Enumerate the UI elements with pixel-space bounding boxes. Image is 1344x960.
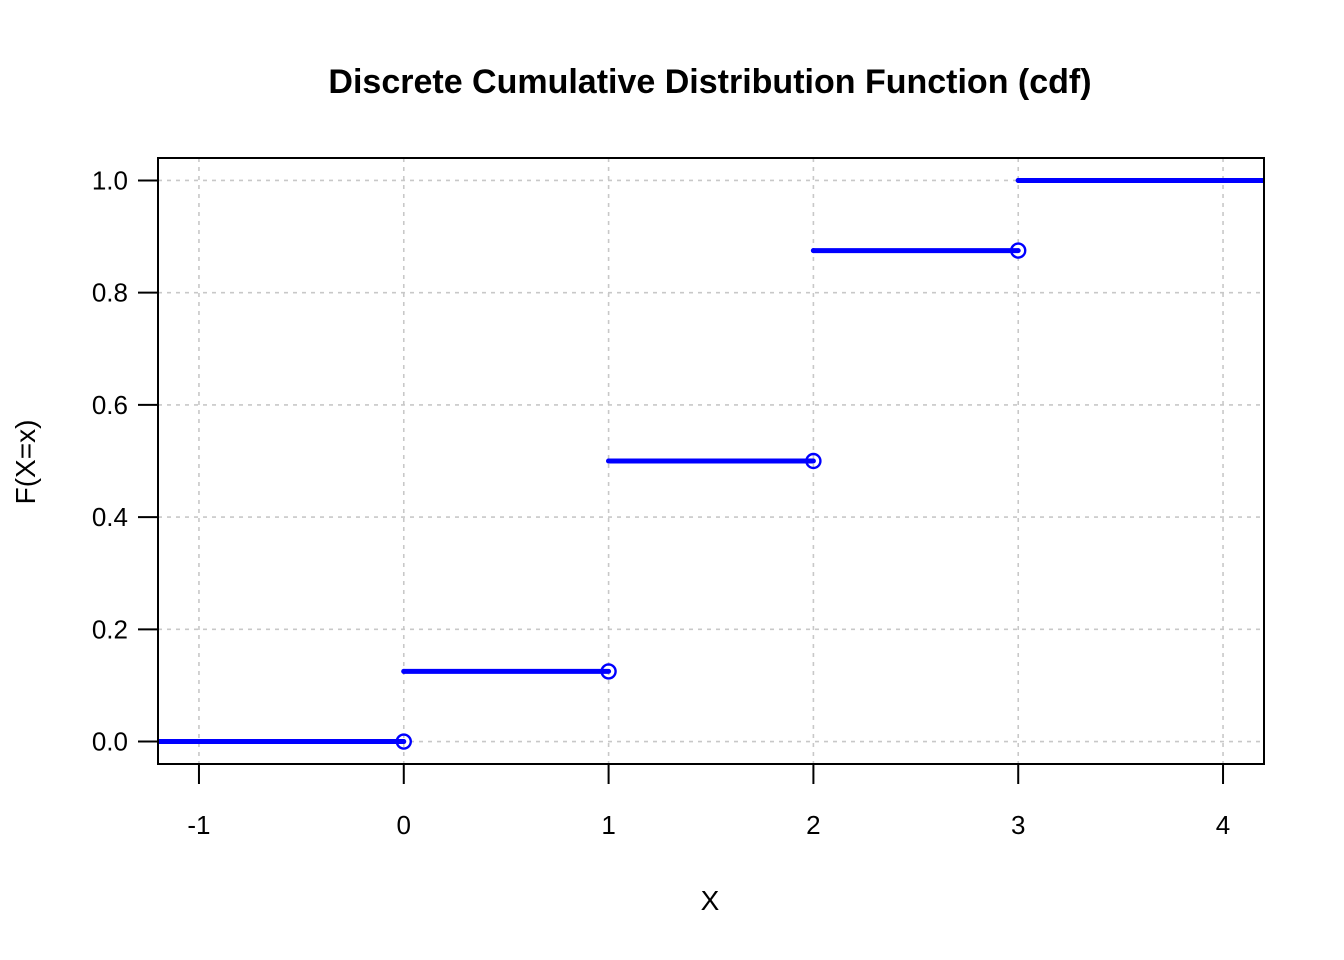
cdf-open-point (395, 733, 412, 750)
y-tick-label: 1.0 (92, 165, 128, 195)
cdf-closed-point (810, 248, 816, 254)
y-axis-label: F(X=x) (10, 420, 41, 505)
x-axis: -1 0 1 2 3 4 (187, 764, 1230, 840)
y-tick-label: 0.4 (92, 502, 128, 532)
grid-layer (158, 158, 1264, 764)
cdf-open-point (600, 663, 617, 680)
y-tick-label: 0.6 (92, 390, 128, 420)
y-tick-label: 0.8 (92, 278, 128, 308)
chart-title: Discrete Cumulative Distribution Functio… (328, 63, 1091, 101)
cdf-series (158, 177, 1264, 750)
x-axis-label: X (701, 885, 720, 916)
cdf-open-point (1010, 242, 1027, 259)
x-tick-label: 2 (806, 810, 820, 840)
x-tick-label: 4 (1216, 810, 1230, 840)
cdf-closed-point (1015, 177, 1021, 183)
cdf-open-point (805, 452, 822, 470)
x-tick-label: -1 (187, 810, 210, 840)
y-tick-label: 0.2 (92, 614, 128, 644)
x-tick-label: 0 (397, 810, 411, 840)
y-tick-label: 0.0 (92, 727, 128, 757)
y-axis: 0.0 0.2 0.4 0.6 0.8 1.0 (92, 165, 158, 757)
cdf-closed-point (401, 668, 407, 674)
x-tick-label: 1 (601, 810, 615, 840)
plot-frame (157, 157, 1265, 765)
x-tick-label: 3 (1011, 810, 1025, 840)
cdf-closed-point (606, 458, 612, 464)
